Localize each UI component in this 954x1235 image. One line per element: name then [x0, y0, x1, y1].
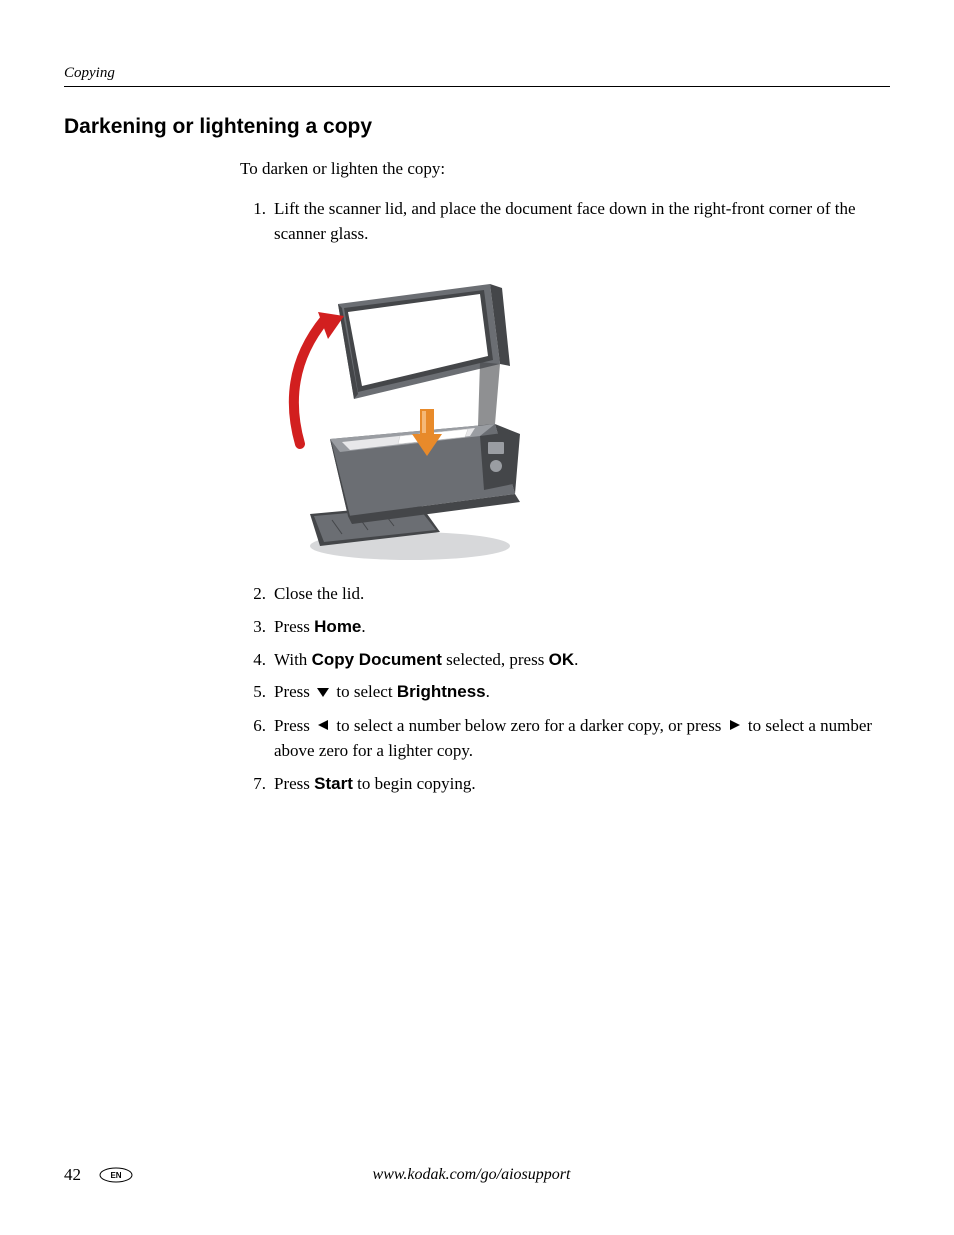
section-title: Darkening or lightening a copy	[64, 115, 890, 139]
intro-text: To darken or lighten the copy:	[240, 159, 890, 179]
step-number: 3.	[240, 615, 266, 640]
step-text: With Copy Document selected, press OK.	[274, 648, 890, 673]
step-text: Press Home.	[274, 615, 890, 640]
step-text: Press to select a number below zero for …	[274, 714, 890, 764]
down-arrow-icon	[316, 681, 330, 706]
step-item: 5. Press to select Brightness.	[240, 680, 890, 705]
left-arrow-icon	[316, 714, 330, 739]
step-number: 5.	[240, 680, 266, 705]
step-number: 2.	[240, 582, 266, 607]
step-item: 7. Press Start to begin copying.	[240, 772, 890, 797]
step-list: 1.Lift the scanner lid, and place the do…	[240, 197, 890, 796]
step-item: 3. Press Home.	[240, 615, 890, 640]
step-text: Press to select Brightness.	[274, 680, 890, 705]
step-text: Close the lid.	[274, 582, 890, 607]
header-section-label: Copying	[64, 65, 115, 81]
footer-url: www.kodak.com/go/aiosupport	[53, 1166, 890, 1184]
step-number: 7.	[240, 772, 266, 797]
step-image-container	[240, 264, 890, 564]
step-text: Press Start to begin copying.	[274, 772, 890, 797]
step-number: 1.	[240, 197, 266, 246]
manual-page: Copying Darkening or lightening a copy T…	[0, 0, 954, 1235]
step-item: 2. Close the lid.	[240, 582, 890, 607]
page-footer: 42 EN www.kodak.com/go/aiosupport	[64, 1165, 890, 1185]
step-item: 1.Lift the scanner lid, and place the do…	[240, 197, 890, 246]
step-item: 4. With Copy Document selected, press OK.	[240, 648, 890, 673]
step-number: 6.	[240, 714, 266, 764]
page-header: Copying	[64, 64, 890, 87]
step-item: 6.Press to select a number below zero fo…	[240, 714, 890, 764]
content-body: To darken or lighten the copy: 1.Lift th…	[64, 159, 890, 796]
printer-illustration	[270, 264, 530, 564]
step-number: 4.	[240, 648, 266, 673]
right-arrow-icon	[728, 714, 742, 739]
step-text: Lift the scanner lid, and place the docu…	[274, 197, 890, 246]
